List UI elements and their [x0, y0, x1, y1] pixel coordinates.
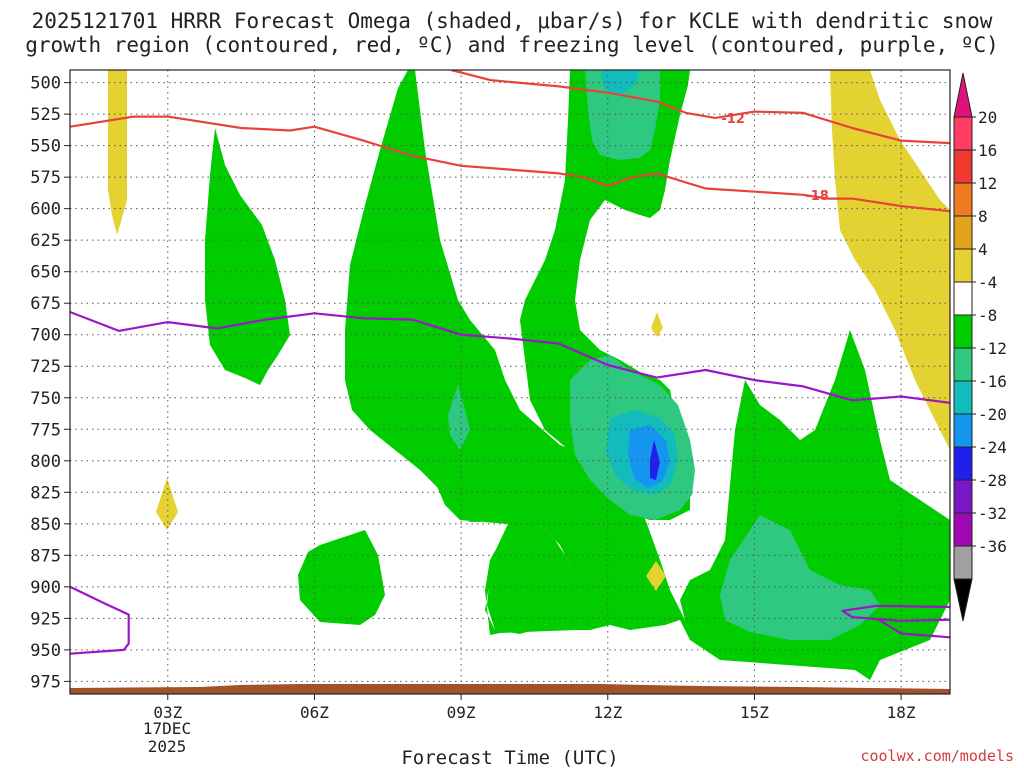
omega-region-green-lower-middle: [345, 380, 575, 634]
y-tick-label-550: 550: [30, 137, 61, 157]
colorbar-swatch-8: [953, 380, 973, 415]
y-tick-label-975: 975: [30, 672, 61, 692]
omega-region-darkblue: [650, 440, 660, 480]
colorbar-swatch-10: [953, 446, 973, 481]
purple-isotherm-contour-2: [841, 604, 950, 622]
colorbar-label-1: 16: [978, 141, 997, 160]
y-tick-label-675: 675: [30, 294, 61, 314]
omega-region-yellow-diamond-3: [646, 561, 666, 591]
purple-freezing-contours: [70, 310, 950, 655]
omega-shading: [108, 70, 950, 680]
y-tick-label-575: 575: [30, 168, 61, 188]
purple-isotherm-contour-0: [70, 310, 950, 404]
colorbar-swatch-4: [953, 248, 973, 283]
colorbar-swatch-3: [953, 215, 973, 250]
credit-link[interactable]: coolwx.com/models: [860, 747, 1014, 765]
omega-region-yellow-left-column: [108, 70, 127, 235]
colorbar-label-12: -32: [978, 504, 1007, 523]
y-tick-label-925: 925: [30, 609, 61, 629]
x-date-label-day: 17DEC: [143, 719, 191, 738]
colorbar-label-13: -36: [978, 537, 1007, 556]
colorbar-swatch-12: [953, 512, 973, 547]
purple-isotherm-contour-1: [70, 585, 130, 655]
y-tick-label-950: 950: [30, 641, 61, 661]
colorbar-label-6: -8: [978, 306, 997, 325]
y-tick-label-900: 900: [30, 578, 61, 598]
chart-title-line-1: 2025121701 HRRR Forecast Omega (shaded, …: [32, 9, 993, 33]
purple-isotherm-contour-3: [876, 617, 950, 639]
colorbar-label-0: 20: [978, 108, 997, 127]
contour-labels: -12 -18: [721, 112, 829, 204]
red-isotherm-contour-0: [70, 115, 950, 213]
colorbar-swatch-13: [953, 545, 973, 580]
y-axis-ticks: 500 525 550 575 600 625 650 675 700 725 750 775 800 8…: [30, 74, 70, 692]
red-isotherm-contours: [70, 70, 950, 213]
colorbar-label-2: 12: [978, 174, 997, 193]
colorbar-swatch-5: [953, 281, 973, 316]
chart-title-line-2: growth region (contoured, red, ºC) and f…: [25, 33, 999, 57]
omega-region-green-plume-a: [345, 70, 950, 680]
y-tick-label-725: 725: [30, 357, 61, 377]
omega-region-teal-lower: [720, 515, 880, 640]
omega-region-green-blob-lower: [298, 530, 385, 625]
x-tick-label-06Z: 06Z: [300, 703, 329, 722]
omega-region-blue: [628, 425, 670, 488]
x-axis-label: Forecast Time (UTC): [401, 747, 618, 768]
colorbar-bottom-arrow: [953, 578, 973, 622]
colorbar-swatch-2: [953, 182, 973, 217]
plot-area: [70, 70, 950, 694]
x-tick-label-18Z: 18Z: [887, 703, 916, 722]
colorbar-swatch-1: [953, 149, 973, 184]
colorbar-label-4: 4: [978, 240, 988, 259]
colorbar-swatch-11: [953, 479, 973, 514]
y-tick-label-750: 750: [30, 389, 61, 409]
x-tick-label-03Z: 03Z: [153, 703, 182, 722]
colorbar: 20 16 12 8 4 -4 -8 -12 -16 -20 -24 -28 -32 -36: [953, 72, 1007, 622]
colorbar-label-8: -16: [978, 372, 1007, 391]
omega-region-green-column-left: [205, 128, 290, 385]
omega-region-teal-small: [448, 385, 470, 450]
colorbar-label-3: 8: [978, 207, 988, 226]
y-tick-label-600: 600: [30, 200, 61, 220]
x-axis-ticks: 03Z 06Z 09Z 12Z 15Z 18Z: [153, 694, 916, 722]
colorbar-label-5: -4: [978, 273, 997, 292]
colorbar-label-9: -20: [978, 405, 1007, 424]
y-tick-label-800: 800: [30, 452, 61, 472]
x-date-label-year: 2025: [148, 737, 187, 756]
y-tick-label-625: 625: [30, 231, 61, 251]
x-tick-label-12Z: 12Z: [593, 703, 622, 722]
colorbar-swatch-0: [953, 116, 973, 151]
y-tick-label-700: 700: [30, 326, 61, 346]
omega-region-yellow-right-band: [830, 70, 950, 450]
y-tick-label-650: 650: [30, 263, 61, 283]
red-isotherm-contour-1: [451, 70, 950, 145]
y-tick-label-875: 875: [30, 546, 61, 566]
plot-frame: [69, 69, 951, 695]
terrain-ground: [70, 684, 950, 694]
colorbar-label-11: -28: [978, 471, 1007, 490]
y-tick-label-850: 850: [30, 515, 61, 535]
y-tick-label-500: 500: [30, 74, 61, 94]
x-tick-label-09Z: 09Z: [447, 703, 476, 722]
y-tick-label-825: 825: [30, 483, 61, 503]
y-tick-label-775: 775: [30, 420, 61, 440]
colorbar-swatch-9: [953, 413, 973, 448]
omega-region-yellow-diamond-2: [651, 312, 663, 337]
colorbar-swatch-7: [953, 347, 973, 382]
red-contour-label-1: -18: [805, 189, 829, 204]
omega-region-yellow-diamond-1: [156, 478, 178, 530]
colorbar-top-arrow: [953, 72, 973, 118]
colorbar-swatch-6: [953, 314, 973, 349]
colorbar-label-10: -24: [978, 438, 1007, 457]
red-contour-label-0: -12: [721, 112, 745, 127]
y-tick-label-525: 525: [30, 105, 61, 125]
x-tick-label-15Z: 15Z: [740, 703, 769, 722]
colorbar-label-7: -12: [978, 339, 1007, 358]
